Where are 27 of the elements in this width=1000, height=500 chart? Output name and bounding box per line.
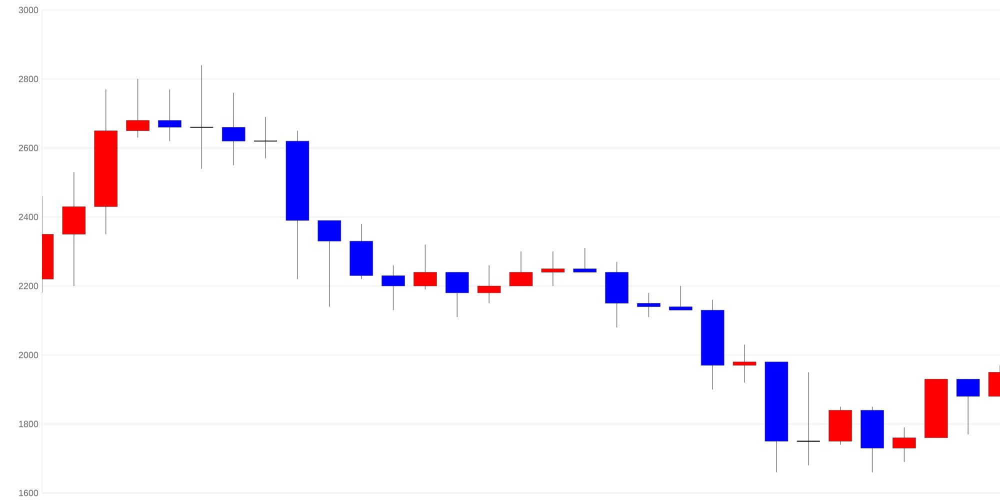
candlestick <box>573 248 597 273</box>
y-tick-label: 2800 <box>18 76 38 82</box>
y-tick-label: 3000 <box>18 6 38 14</box>
candlestick <box>892 427 916 462</box>
y-tick-label: 2200 <box>18 282 38 290</box>
y-tick-label: 1600 <box>19 490 38 496</box>
candlestick <box>190 64 214 170</box>
candlestick <box>126 78 150 138</box>
y-tick-label: 2600 <box>18 144 38 152</box>
candlestick <box>445 272 469 318</box>
candlestick <box>254 116 278 159</box>
candlestick <box>382 264 405 310</box>
candlestick <box>158 88 182 142</box>
y-tick-label: 1800 <box>19 420 38 428</box>
candlestick <box>956 378 980 435</box>
candlestick <box>414 244 437 290</box>
candlestick <box>509 251 533 286</box>
candlestick <box>637 292 660 318</box>
candlestick <box>796 372 820 466</box>
candlestick <box>669 286 692 310</box>
y-tick-label: 2400 <box>18 214 38 220</box>
candlestick <box>477 264 501 304</box>
candlestick <box>222 92 246 166</box>
candlestick <box>732 344 756 383</box>
y-tick-label: 2000 <box>18 352 38 358</box>
candlestick <box>541 251 565 286</box>
candlestick <box>318 220 342 308</box>
